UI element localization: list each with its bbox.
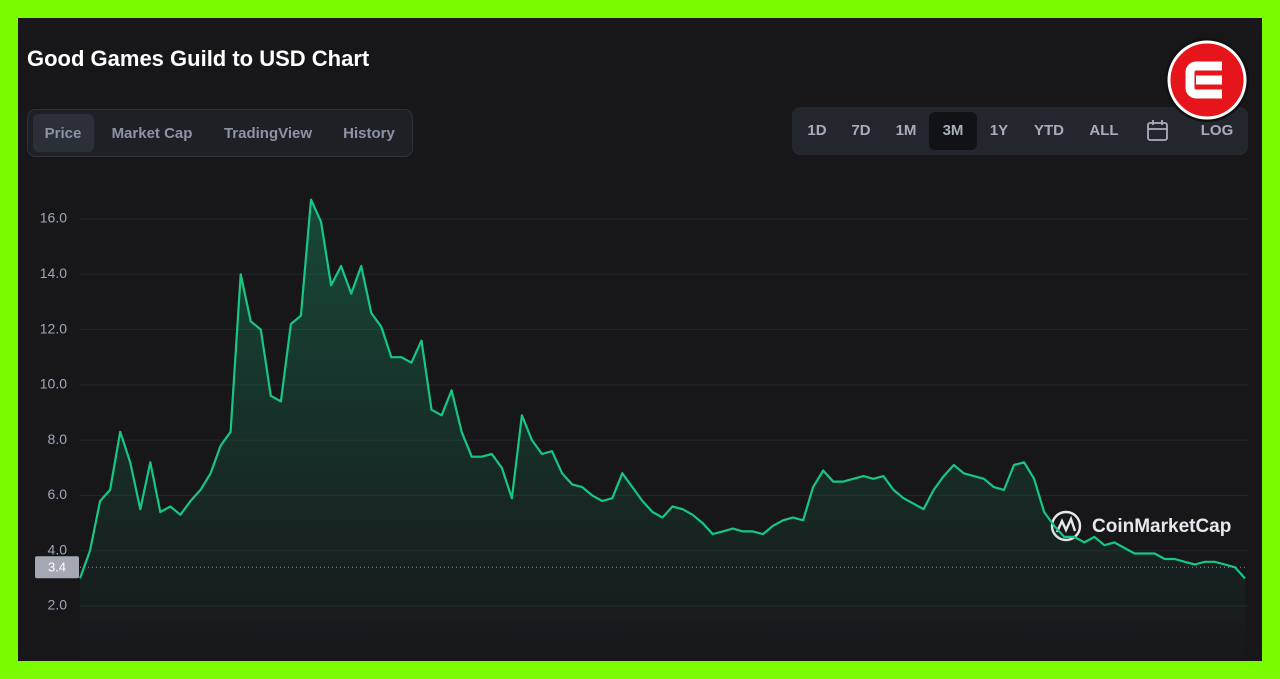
range-button[interactable]: 1D [807,122,826,139]
range-button[interactable]: YTD [1034,122,1064,139]
range-button[interactable]: 1M [896,122,917,139]
range-button[interactable]: LOG [1201,122,1234,139]
y-tick-label: 2.0 [48,597,68,613]
calendar-icon[interactable] [1147,120,1168,141]
y-tick-label: 4.0 [48,541,68,557]
site-logo [1165,38,1249,122]
range-group [792,107,1248,155]
range-button[interactable]: 3M [943,122,964,139]
y-tick-label: 10.0 [40,376,67,392]
tab-group [27,109,413,157]
y-tick-label: 14.0 [40,265,67,281]
price-area [80,199,1245,662]
range-button[interactable]: 7D [851,122,870,139]
active-range-bg [929,112,977,150]
y-tick-label: 16.0 [40,210,67,226]
tab-button[interactable]: TradingView [224,125,312,142]
y-tick-label: 12.0 [40,320,67,336]
y-tick-label: 6.0 [48,486,68,502]
watermark: CoinMarketCap [1092,516,1231,537]
current-price-tag [35,556,79,579]
active-tab-bg [33,114,94,152]
tab-button[interactable]: Market Cap [112,125,193,142]
tab-button[interactable]: Price [45,125,82,142]
price-line [78,198,1246,580]
range-button[interactable]: 1Y [990,122,1008,139]
current-price-label: 3.4 [48,560,66,575]
tab-button[interactable]: History [343,125,395,142]
chart-title: Good Games Guild to USD Chart [27,46,370,71]
y-tick-label: 8.0 [48,431,68,447]
range-button[interactable]: ALL [1089,122,1118,139]
